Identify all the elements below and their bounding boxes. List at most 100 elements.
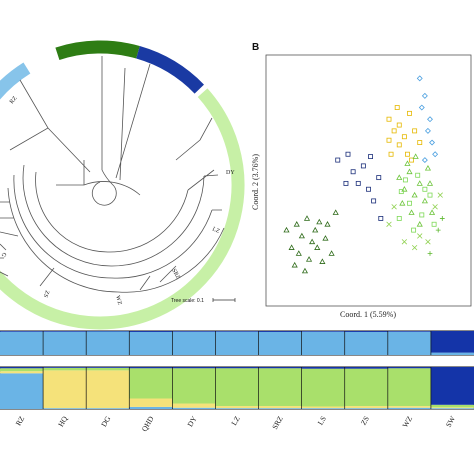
- tree-branch: [175, 117, 222, 211]
- structure-bar-srz-0: [258, 331, 302, 355]
- structure-bar-rz-0: [0, 373, 44, 409]
- structure-bar-rz-1: [0, 371, 44, 374]
- scatter-point-2-2: [396, 122, 402, 128]
- scatter-point-3-5: [432, 151, 439, 158]
- scatter-point-1-4: [360, 163, 366, 169]
- structure-bar-lz-3: [215, 367, 259, 369]
- structure-bar-wz-3: [387, 367, 432, 369]
- tip-label-srz: SRZ: [170, 268, 181, 281]
- scatter-point-3-3: [429, 139, 436, 146]
- scatter-point-2-8: [405, 151, 410, 157]
- scatter-point-5-2: [415, 172, 421, 178]
- structure-bar-lz-1: [215, 331, 259, 332]
- population-label-zs: ZS: [359, 415, 371, 427]
- population-label-qhd: QHD: [140, 414, 156, 433]
- scatter-point-1-2: [350, 169, 356, 175]
- scatter-point-2-4: [407, 110, 412, 116]
- structure-bar-rz-3: [0, 367, 44, 369]
- structure-bar-ls-0: [301, 408, 346, 409]
- scatter-point-5-8: [431, 221, 437, 227]
- structure-bar-ls-1: [301, 331, 346, 332]
- scatter-point-2-12: [388, 151, 394, 157]
- scatter-point-2-11: [409, 157, 414, 163]
- structure-bar-dy-0: [172, 407, 216, 409]
- scatter-point-1-8: [343, 180, 349, 186]
- scatter-point-0-14: [328, 250, 335, 256]
- population-label-wz: WZ: [400, 414, 414, 429]
- tree-branch: [115, 63, 151, 181]
- population-label-dy: DY: [185, 414, 199, 428]
- scatter-point-4-13: [412, 153, 419, 159]
- scatter-point-4-11: [399, 200, 406, 206]
- tree-branch: [39, 265, 177, 291]
- scatter-point-4-0: [396, 174, 403, 180]
- structure-bar-srz-1: [258, 331, 302, 332]
- scatter-point-0-6: [305, 256, 313, 262]
- structure-bar-hq-2: [43, 367, 87, 371]
- population-label-hq: HQ: [56, 414, 70, 428]
- scatter-point-0-2: [293, 221, 300, 227]
- structure-bar-zs-2: [344, 368, 389, 407]
- structure-bar-sw-1: [430, 331, 474, 353]
- structure-bar-lz-2: [215, 368, 259, 407]
- structure-bar-hq-1: [43, 370, 87, 409]
- scatter-point-1-5: [366, 186, 371, 192]
- scatter-point-5-9: [396, 216, 402, 221]
- structure-bar-qhd-1: [129, 331, 173, 332]
- structure-bar-lz-0: [215, 331, 259, 355]
- tip-label-rz: RZ: [9, 95, 19, 105]
- structure-bar-qhd-1: [129, 398, 173, 407]
- scatter-point-3-6: [424, 127, 431, 134]
- structure-bar-dy-3: [172, 367, 216, 369]
- structure-bar-sw-1: [430, 407, 474, 409]
- scatter-point-4-12: [424, 165, 432, 171]
- structure-bar-hq-1: [43, 331, 87, 332]
- scatter-point-6-1: [401, 239, 408, 245]
- tree-branch: [35, 171, 189, 253]
- tree-branch: [91, 169, 117, 206]
- scatter-point-4-2: [406, 168, 413, 175]
- scatter-point-6-5: [411, 244, 418, 251]
- tree-branches: [0, 56, 225, 293]
- scatter-point-1-0: [335, 157, 341, 163]
- structure-bar-qhd-3: [129, 367, 173, 369]
- tree-ring-dark-green: [55, 40, 140, 61]
- structure-plot-k2: [0, 331, 474, 355]
- tip-label-zs: ZS: [42, 289, 50, 298]
- scatter-point-1-6: [371, 198, 377, 204]
- population-label-rz: RZ: [14, 414, 27, 427]
- scatter-point-0-17: [301, 267, 309, 274]
- scatter-point-2-0: [386, 116, 392, 122]
- tip-label-wz: WZ: [114, 295, 122, 306]
- tree-ring-light-green: [0, 88, 245, 330]
- scatter-point-5-6: [402, 177, 408, 183]
- structure-bar-wz-2: [387, 368, 432, 407]
- structure-bar-rz-2: [0, 368, 44, 372]
- scatter-point-4-1: [401, 186, 408, 192]
- scatter-point-1-1: [345, 151, 351, 157]
- scatter-point-3-7: [418, 104, 425, 111]
- scatter-point-0-9: [314, 244, 321, 250]
- scatter-point-7-0: [435, 227, 441, 233]
- scatter-point-2-5: [412, 128, 418, 134]
- scatter-point-6-6: [425, 239, 431, 245]
- structure-bar-qhd-0: [129, 406, 173, 409]
- structure-bar-zs-0: [344, 331, 389, 355]
- structure-bar-qhd-0: [129, 331, 173, 355]
- structure-bar-dg-1: [86, 370, 130, 409]
- scatter-point-1-9: [378, 216, 384, 221]
- structure-bar-dg-3: [86, 367, 130, 368]
- scatter-point-6-7: [391, 204, 397, 210]
- scatter-point-2-3: [401, 134, 407, 140]
- scatter-point-5-5: [411, 227, 417, 233]
- tree-scale-label: Tree scale: 0.1: [171, 298, 204, 304]
- structure-plot-k4: [0, 367, 474, 409]
- scatter-point-2-6: [396, 142, 402, 148]
- structure-bar-dy-1: [172, 331, 216, 332]
- scatter-point-7-1: [427, 251, 433, 256]
- scatter-point-5-7: [419, 212, 425, 218]
- structure-bar-dy-0: [172, 331, 216, 355]
- structure-bar-hq-3: [43, 367, 87, 368]
- scatter-point-4-3: [411, 191, 418, 198]
